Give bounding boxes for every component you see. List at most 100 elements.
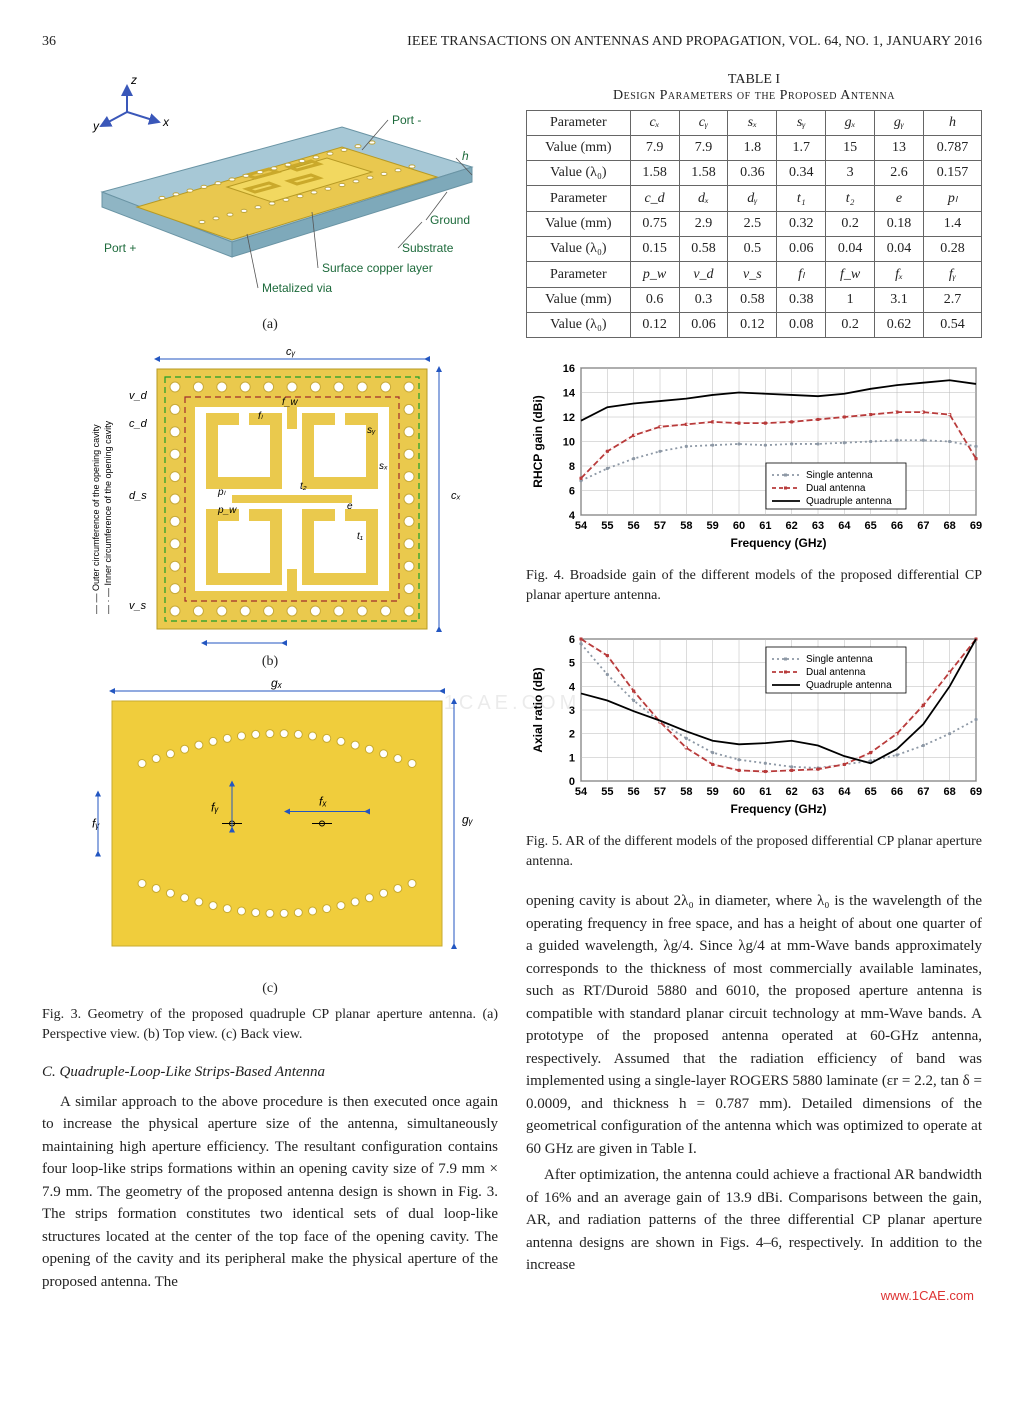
fig3-back: gₓgᵧfᵧfₓfᵧ [42,676,492,976]
section-c-title: C. Quadruple-Loop-Like Strips-Based Ante… [42,1064,498,1081]
svg-text:Quadruple antenna: Quadruple antenna [806,680,892,691]
svg-text:66: 66 [891,786,903,798]
table1: ParametercₓcᵧsₓsᵧgₓgᵧhValue (mm)7.97.91.… [526,110,982,338]
svg-text:59: 59 [707,520,719,532]
svg-text:Frequency (GHz): Frequency (GHz) [730,802,826,816]
svg-text:gᵧ: gᵧ [462,813,474,827]
svg-text:Dual antenna: Dual antenna [806,667,866,678]
svg-text:v_s: v_s [129,600,147,612]
right-body-2: After optimization, the antenna could ac… [526,1164,982,1277]
page-number: 36 [42,34,56,50]
fig3-top: cᵧcₓdᵧv_dc_dd_sv_sf_wfₗsᵧsₓpₗp_wt₂t₁e— —… [42,339,492,649]
svg-text:54: 54 [575,520,588,532]
section-c-body: A similar approach to the above procedur… [42,1091,498,1294]
svg-text:Port -: Port - [392,113,421,127]
svg-text:55: 55 [601,520,613,532]
watermark-corner: www.1CAE.com [881,1288,974,1303]
svg-text:69: 69 [970,520,982,532]
svg-text:60: 60 [733,520,745,532]
svg-text:p_w: p_w [217,505,237,516]
fig3a-sub: (a) [42,317,498,333]
svg-text:Surface copper layer: Surface copper layer [322,261,433,275]
svg-text:58: 58 [680,520,692,532]
svg-text:55: 55 [601,786,613,798]
svg-text:Substrate: Substrate [402,241,454,255]
svg-text:2: 2 [569,728,575,740]
svg-text:d_s: d_s [129,490,147,502]
svg-text:Ground: Ground [430,213,470,227]
svg-text:Frequency (GHz): Frequency (GHz) [730,536,826,550]
svg-text:t₁: t₁ [357,531,363,542]
svg-text:fₓ: fₓ [319,795,327,809]
svg-text:61: 61 [759,786,771,798]
svg-text:y: y [92,119,100,133]
svg-text:12: 12 [563,412,575,424]
svg-text:Dual antenna: Dual antenna [806,483,866,494]
svg-text:— — Outer circumference of the: — — Outer circumference of the opening c… [91,424,101,614]
svg-text:10: 10 [563,437,575,449]
fig5-caption: Fig. 5. AR of the different models of th… [526,832,982,873]
svg-text:fᵧ: fᵧ [92,817,100,831]
svg-text:1: 1 [569,752,575,764]
svg-text:54: 54 [575,786,588,798]
svg-text:c_d: c_d [129,418,148,430]
svg-text:67: 67 [917,520,929,532]
svg-text:Single antenna: Single antenna [806,470,873,481]
svg-text:56: 56 [628,520,640,532]
svg-text:dᵧ: dᵧ [238,648,248,649]
svg-text:57: 57 [654,786,666,798]
fig4-caption: Fig. 4. Broadside gain of the different … [526,566,982,607]
svg-text:— · — Inner circumference of t: — · — Inner circumference of the opening… [103,420,113,614]
svg-text:gₓ: gₓ [271,676,283,690]
fig4-chart: 5455565758596061626364656667686946810121… [526,358,986,553]
svg-text:x: x [162,115,170,129]
svg-text:60: 60 [733,786,745,798]
svg-text:Quadruple antenna: Quadruple antenna [806,496,892,507]
svg-text:59: 59 [707,786,719,798]
fig3b-sub: (b) [42,654,498,670]
svg-text:65: 65 [865,786,877,798]
svg-text:14: 14 [563,388,576,400]
journal-header: IEEE TRANSACTIONS ON ANTENNAS AND PROPAG… [407,34,982,50]
fig3-caption: Fig. 3. Geometry of the proposed quadrup… [42,1005,498,1046]
svg-text:t₂: t₂ [300,481,307,492]
fig5-chart: 545556575859606162636465666768690123456F… [526,629,986,819]
svg-text:58: 58 [680,786,692,798]
svg-text:6: 6 [569,486,575,498]
svg-text:v_d: v_d [129,390,148,402]
svg-text:z: z [130,73,137,87]
svg-text:6: 6 [569,634,575,646]
fig3-perspective: x y z Port - h Ground Substrate Surface copper … [42,72,492,312]
fig3c-sub: (c) [42,981,498,997]
svg-text:69: 69 [970,786,982,798]
svg-text:62: 62 [786,786,798,798]
svg-text:sᵧ: sᵧ [367,425,376,436]
svg-text:Port +: Port + [104,241,136,255]
svg-text:pₗ: pₗ [217,487,227,498]
svg-text:Metalized via: Metalized via [262,281,332,295]
table1-title: TABLE I [526,72,982,88]
watermark-center: 1CAE.COM [444,692,580,715]
svg-text:68: 68 [944,520,956,532]
svg-text:0: 0 [569,776,575,788]
svg-text:63: 63 [812,786,824,798]
svg-text:66: 66 [891,520,903,532]
svg-text:h: h [462,149,469,163]
svg-text:f_w: f_w [282,397,298,408]
svg-text:56: 56 [628,786,640,798]
svg-text:63: 63 [812,520,824,532]
svg-text:61: 61 [759,520,771,532]
svg-text:RHCP gain (dBi): RHCP gain (dBi) [531,395,545,487]
svg-text:64: 64 [838,520,851,532]
svg-text:cᵧ: cᵧ [286,346,296,358]
svg-text:65: 65 [865,520,877,532]
svg-text:8: 8 [569,461,575,473]
svg-text:67: 67 [917,786,929,798]
svg-text:e: e [347,501,353,512]
svg-text:4: 4 [569,510,576,522]
svg-text:5: 5 [569,657,575,669]
svg-text:sₓ: sₓ [379,461,388,472]
svg-text:64: 64 [838,786,851,798]
svg-text:16: 16 [563,363,575,375]
table1-subtitle: Design Parameters of the Proposed Antenn… [526,88,982,104]
